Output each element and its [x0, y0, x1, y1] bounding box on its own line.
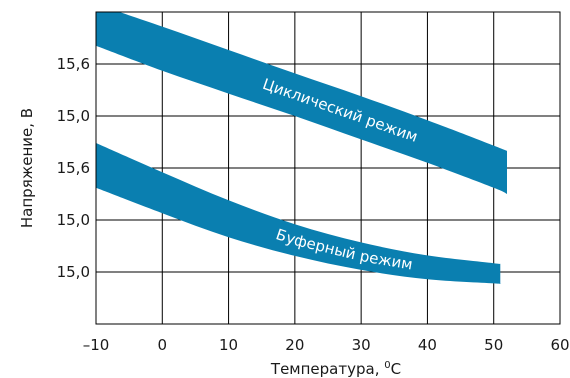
x-tick-label: 0 [158, 336, 168, 354]
x-tick-label: 40 [418, 336, 437, 354]
x-tick-labels: –10 0 10 20 30 40 50 60 [83, 336, 570, 354]
y-tick-label: 15,6 [57, 55, 90, 73]
y-axis-label: Напряжение, В [18, 108, 36, 228]
x-axis-label-unit: 0C [384, 360, 401, 378]
y-tick-label: 15,0 [57, 211, 90, 229]
x-tick-label: –10 [83, 336, 110, 354]
x-tick-label: 50 [484, 336, 503, 354]
x-axis-label: Температура, 0C [270, 360, 401, 378]
x-tick-label: 30 [352, 336, 371, 354]
y-tick-label: 15,6 [57, 159, 90, 177]
x-tick-label: 10 [219, 336, 238, 354]
y-tick-labels: 15,6 15,0 15,6 15,0 15,0 [57, 55, 90, 281]
x-axis-label-text: Температура, [270, 360, 384, 378]
x-tick-label: 60 [550, 336, 569, 354]
bands: Циклический режимБуферный режим [96, 4, 507, 284]
x-tick-label: 20 [285, 336, 304, 354]
y-tick-label: 15,0 [57, 107, 90, 125]
y-tick-label: 15,0 [57, 263, 90, 281]
unit-letter: C [391, 360, 401, 378]
